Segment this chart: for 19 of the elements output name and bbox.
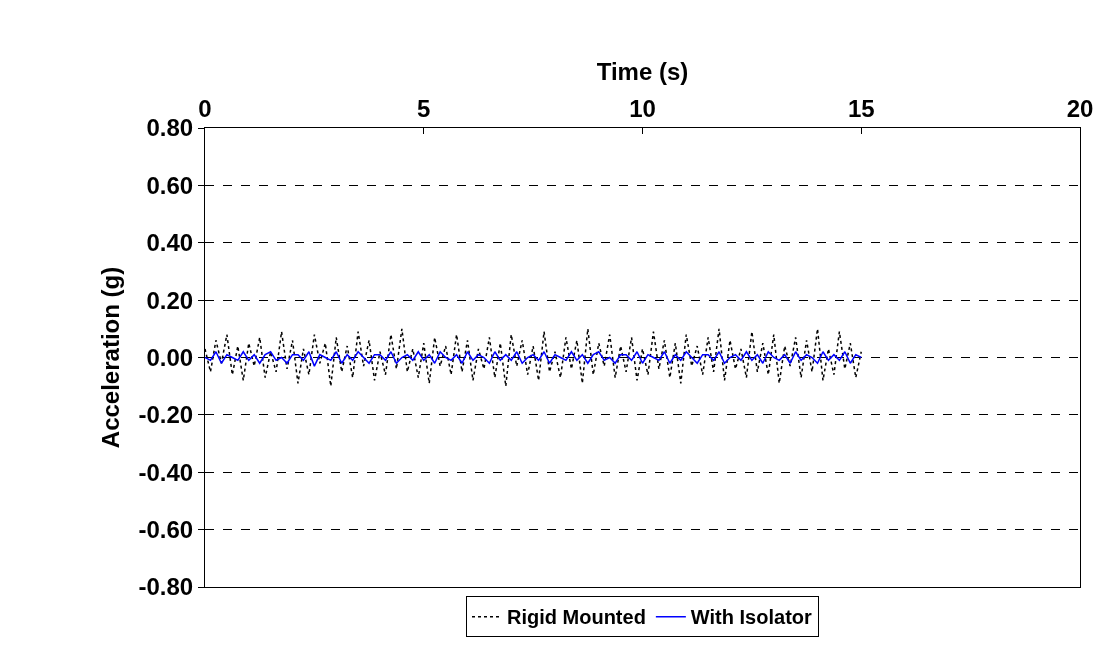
y-tick-label: -0.60 (138, 516, 194, 544)
y-tick-label: 0.00 (146, 343, 194, 371)
x-tick-label: 15 (847, 95, 875, 123)
x-tick-label: 20 (1066, 95, 1094, 123)
y-tick-label: 0.40 (146, 229, 194, 257)
x-tick-label: 10 (629, 95, 656, 123)
legend-label: Rigid Mounted (507, 606, 646, 629)
y-tick-label: 0.60 (146, 171, 194, 199)
y-tick-label: -0.80 (138, 573, 194, 601)
line-series (205, 351, 862, 367)
y-tick-label: 0.20 (146, 286, 194, 314)
legend-label: With Isolator (690, 606, 812, 629)
y-tick-label: 0.80 (146, 114, 194, 142)
y-axis-title: Acceleration (g) (96, 266, 124, 449)
x-tick-label: 5 (417, 95, 431, 123)
y-tick-label: -0.20 (138, 401, 194, 429)
y-tick-label: -0.40 (138, 458, 194, 486)
x-tick-label: 0 (198, 95, 212, 123)
x-axis-title: Time (s) (596, 57, 689, 85)
